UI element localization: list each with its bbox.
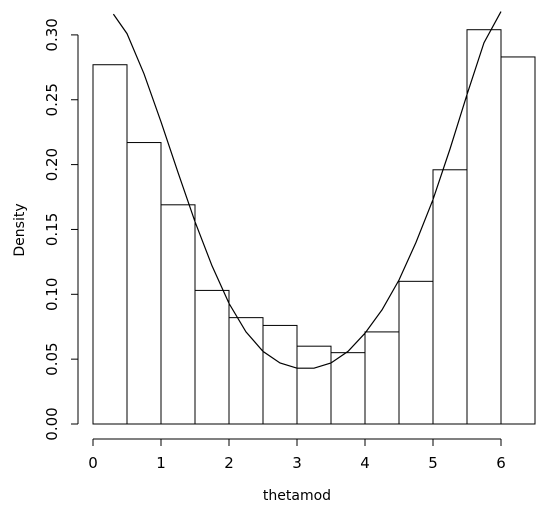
histogram-bar-10 [432, 169, 468, 425]
density-curve [112, 11, 502, 369]
x-tick-label-4: 4 [360, 454, 370, 472]
x-tick-label-0: 0 [88, 454, 98, 472]
histogram-bar-6 [296, 345, 332, 425]
y-tick-label-1: 0.05 [43, 342, 61, 375]
histogram-bars [92, 29, 536, 425]
x-tick-label-6: 6 [496, 454, 506, 472]
y-axis: 0.00 0.05 0.10 0.15 0.20 0.25 0.30 [43, 18, 79, 441]
histogram-bar-3 [194, 289, 230, 425]
y-tick-label-4: 0.20 [43, 148, 61, 181]
histogram-bar-9 [398, 280, 434, 425]
histogram-bar-0 [92, 64, 128, 425]
histogram-bar-11 [466, 29, 502, 425]
x-tick-label-3: 3 [292, 454, 302, 472]
x-tick-label-2: 2 [224, 454, 234, 472]
x-axis: 0 1 2 3 4 5 6 [88, 438, 506, 472]
y-tick-label-6: 0.30 [43, 18, 61, 51]
histogram-bar-8 [364, 331, 400, 425]
histogram-bar-7 [330, 352, 366, 425]
x-tick-label-5: 5 [428, 454, 438, 472]
y-tick-label-3: 0.15 [43, 213, 61, 246]
y-tick-label-0: 0.00 [43, 407, 61, 440]
histogram-bar-12 [500, 56, 536, 425]
x-tick-label-1: 1 [156, 454, 166, 472]
histogram-bar-2 [160, 204, 196, 425]
y-tick-label-2: 0.10 [43, 278, 61, 311]
histogram-bar-4 [228, 317, 264, 425]
y-tick-label-5: 0.25 [43, 83, 61, 116]
histogram-bar-5 [262, 324, 298, 425]
y-axis-label: Density [12, 203, 28, 256]
histogram-bar-1 [126, 142, 162, 425]
x-axis-label: thetamod [263, 488, 331, 504]
